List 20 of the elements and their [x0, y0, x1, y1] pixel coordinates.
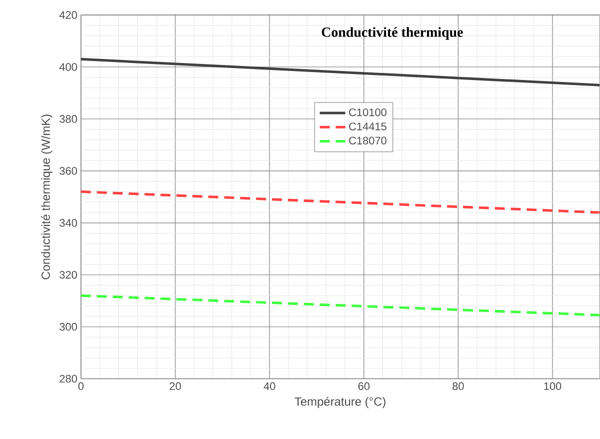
x-tick-label: 20 [170, 382, 181, 390]
y-tick-label: 420 [59, 11, 77, 19]
x-axis-title: Température (°C) [294, 397, 386, 408]
legend-label: C10100 [349, 108, 386, 116]
y-tick-label: 360 [60, 167, 77, 175]
x-tick-label: 100 [544, 382, 562, 390]
y-axis-title: Conductivité thermique (W/mK) [41, 114, 52, 280]
x-tick-label: 80 [452, 382, 464, 390]
y-tick-label: 340 [60, 219, 77, 227]
x-tick-label: 0 [78, 382, 84, 390]
legend-label: C14415 [349, 122, 386, 130]
y-tick-label: 380 [60, 115, 77, 123]
x-tick-label: 40 [264, 382, 276, 390]
x-tick-label: 60 [358, 382, 370, 390]
y-tick-label: 320 [60, 271, 77, 279]
legend-label: C18070 [349, 136, 386, 145]
y-tick-label: 400 [59, 63, 77, 71]
y-tick-label: 300 [60, 323, 77, 331]
y-tick-label: 280 [60, 375, 77, 383]
text: Conductivité thermique [322, 27, 463, 40]
